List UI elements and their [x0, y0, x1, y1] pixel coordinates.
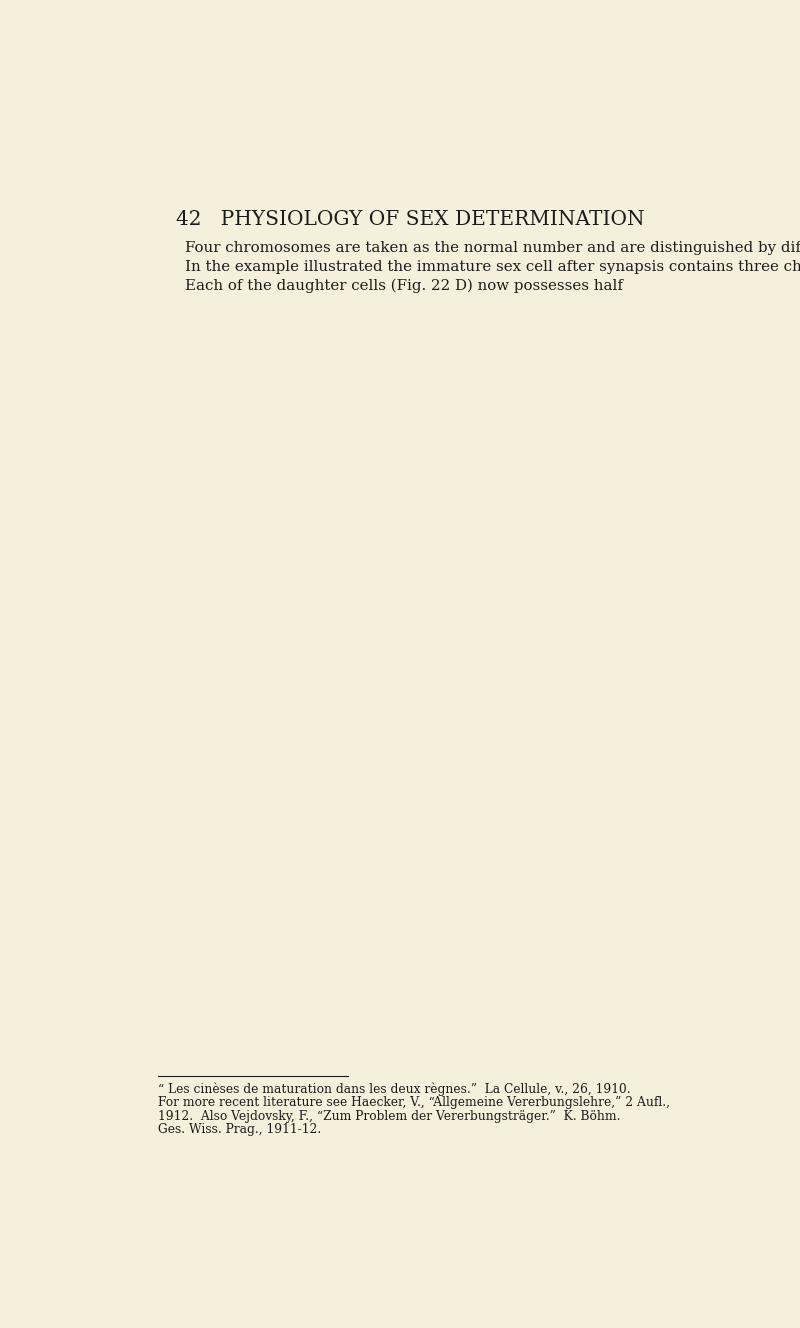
Text: 1912.  Also Vejdovsky, F., “Zum Problem der Vererbungsträger.”  K. Böhm.: 1912. Also Vejdovsky, F., “Zum Problem d…	[158, 1109, 621, 1122]
Text: Each of the daughter cells (Fig. 22 D) now possesses half: Each of the daughter cells (Fig. 22 D) n…	[186, 279, 623, 293]
Text: Ges. Wiss. Prag., 1911-12.: Ges. Wiss. Prag., 1911-12.	[158, 1123, 322, 1135]
Text: Four chromosomes are taken as the normal number and are distinguished by differe: Four chromosomes are taken as the normal…	[186, 240, 800, 255]
Text: “ Les cinèses de maturation dans les deux règnes.”  La Cellule, v., 26, 1910.: “ Les cinèses de maturation dans les deu…	[158, 1082, 630, 1096]
Text: 42   PHYSIOLOGY OF SEX DETERMINATION: 42 PHYSIOLOGY OF SEX DETERMINATION	[176, 210, 644, 230]
Text: In the example illustrated the immature sex cell after synapsis contains three c: In the example illustrated the immature …	[186, 260, 800, 274]
Text: For more recent literature see Haecker, V., “Allgemeine Vererbungslehre,” 2 Aufl: For more recent literature see Haecker, …	[158, 1096, 670, 1109]
